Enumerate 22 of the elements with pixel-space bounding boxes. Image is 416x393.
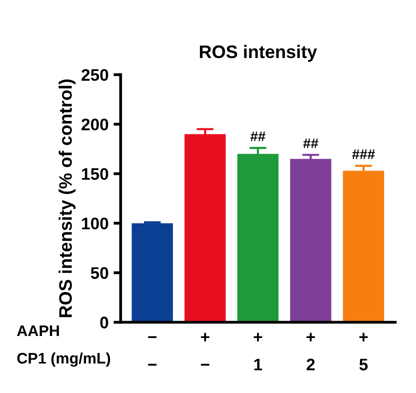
- x-tick-label: + 2: [306, 332, 315, 370]
- text: AAPH: [17, 326, 59, 336]
- y-tick-label: 100: [82, 218, 108, 230]
- bar: [132, 223, 173, 322]
- y-tick-label: 0: [100, 316, 108, 328]
- text: CP1 (mg/mL): [17, 352, 110, 367]
- x-tick-label: + 5: [359, 332, 368, 370]
- x-tick-label: + 1: [254, 332, 262, 370]
- category-label: + −: [200, 332, 210, 366]
- y-tick-label: 50: [90, 267, 108, 279]
- y-axis-title: ROS intensity (% of control): [58, 79, 76, 318]
- chart-title: ROS intensity: [200, 44, 318, 62]
- y-tick-label: 250: [82, 69, 108, 81]
- bar: [290, 158, 332, 322]
- data-label: ##: [303, 138, 318, 148]
- data-label: ##: [250, 132, 266, 142]
- bar: [342, 170, 384, 322]
- data-label: ###: [352, 149, 375, 159]
- category-label: − −: [148, 336, 156, 366]
- y-tick-label: 200: [82, 118, 108, 130]
- y-tick-label: 150: [82, 168, 108, 180]
- bar: [184, 134, 226, 322]
